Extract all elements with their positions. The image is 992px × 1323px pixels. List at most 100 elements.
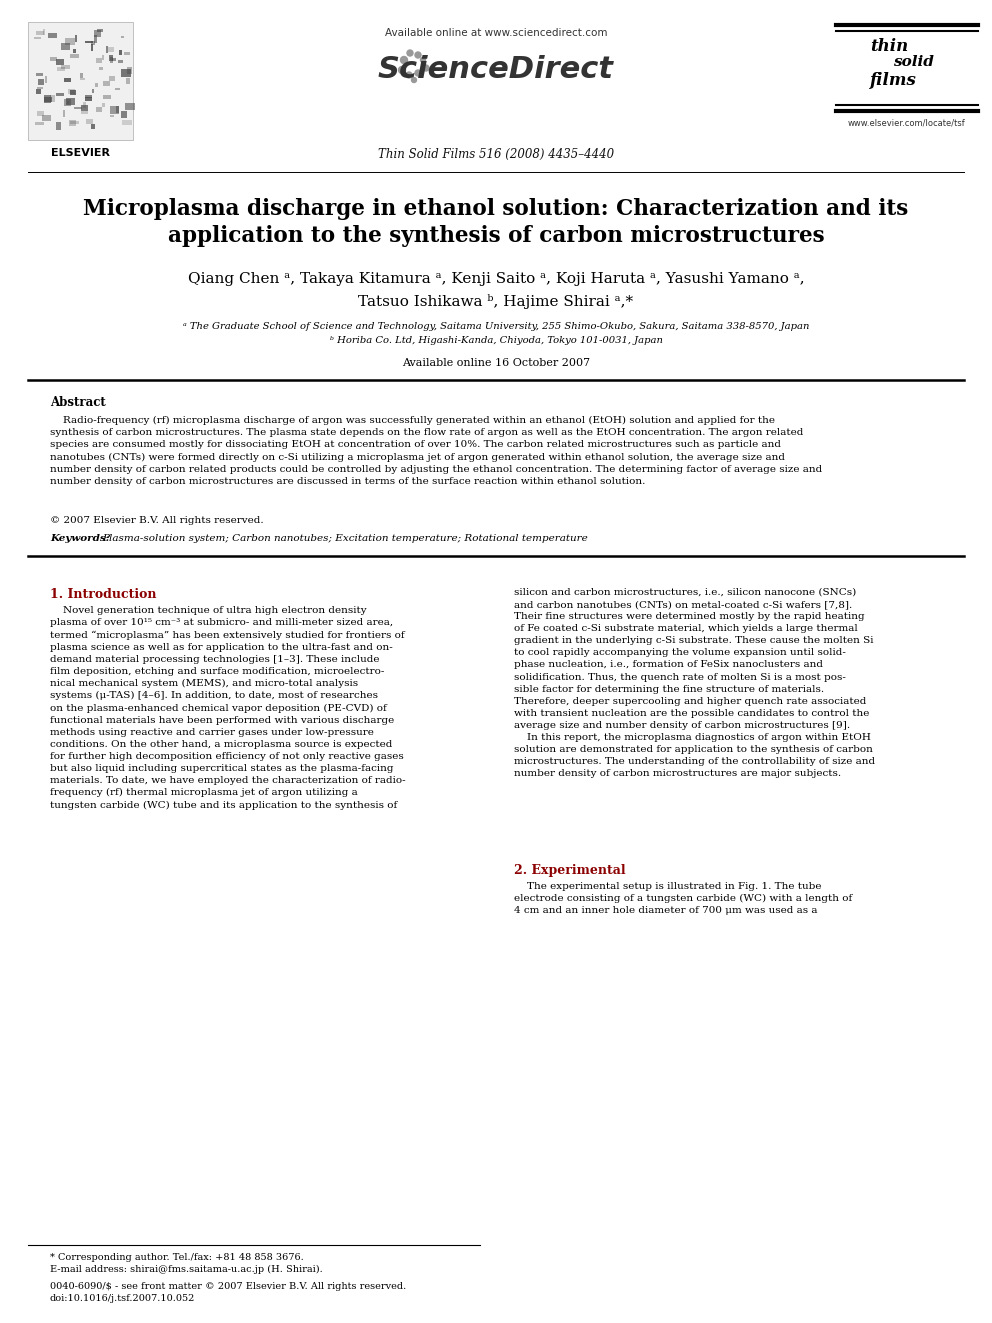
Bar — [82, 102, 86, 108]
Bar — [51, 57, 57, 61]
Circle shape — [415, 70, 421, 75]
Bar — [110, 106, 119, 114]
Bar — [94, 36, 97, 42]
Text: silicon and carbon microstructures, i.e., silicon nanocone (SNCs)
and carbon nan: silicon and carbon microstructures, i.e.… — [514, 587, 875, 778]
Bar — [69, 90, 75, 95]
Bar — [126, 78, 130, 85]
Bar — [97, 29, 103, 32]
Bar — [124, 52, 130, 56]
Text: 1. Introduction: 1. Introduction — [50, 587, 157, 601]
Circle shape — [415, 52, 421, 58]
Bar — [37, 111, 45, 115]
Bar — [95, 83, 98, 87]
Bar — [67, 89, 75, 94]
Bar — [106, 46, 108, 53]
Text: The experimental setup is illustrated in Fig. 1. The tube
electrode consisting o: The experimental setup is illustrated in… — [514, 882, 852, 916]
Bar — [38, 79, 45, 85]
Bar — [66, 102, 68, 105]
Bar — [73, 107, 82, 110]
Text: solid: solid — [893, 56, 933, 69]
Bar — [65, 38, 74, 45]
Bar — [35, 122, 44, 126]
Bar — [121, 111, 127, 118]
Text: Radio-frequency (rf) microplasma discharge of argon was successfully generated w: Radio-frequency (rf) microplasma dischar… — [50, 415, 822, 486]
Text: ᵃ The Graduate School of Science and Technology, Saitama University, 255 Shimo-O: ᵃ The Graduate School of Science and Tec… — [183, 321, 809, 331]
Bar — [63, 110, 65, 116]
Circle shape — [412, 78, 417, 82]
Bar — [95, 107, 102, 112]
Bar — [102, 103, 105, 107]
Bar — [36, 30, 45, 34]
Bar — [37, 73, 43, 77]
Text: www.elsevier.com/locate/tsf: www.elsevier.com/locate/tsf — [848, 118, 966, 127]
Bar — [66, 98, 75, 106]
Bar — [112, 58, 116, 61]
Bar — [79, 73, 83, 78]
Bar — [61, 42, 70, 50]
Bar — [80, 111, 88, 114]
Text: Tatsuo Ishikawa ᵇ, Hajime Shirai ᵃ,*: Tatsuo Ishikawa ᵇ, Hajime Shirai ᵃ,* — [358, 294, 634, 310]
Text: ᵇ Horiba Co. Ltd, Higashi-Kanda, Chiyoda, Tokyo 101-0031, Japan: ᵇ Horiba Co. Ltd, Higashi-Kanda, Chiyoda… — [329, 336, 663, 345]
Text: Thin Solid Films 516 (2008) 4435–4440: Thin Solid Films 516 (2008) 4435–4440 — [378, 148, 614, 161]
Bar — [63, 98, 71, 106]
Text: © 2007 Elsevier B.V. All rights reserved.: © 2007 Elsevier B.V. All rights reserved… — [50, 516, 264, 525]
Bar — [117, 60, 123, 62]
Bar — [45, 75, 47, 83]
Bar — [85, 95, 92, 98]
Bar — [110, 115, 114, 118]
Bar — [121, 36, 124, 38]
Bar — [91, 89, 94, 94]
Bar — [63, 78, 71, 82]
Text: ELSEVIER: ELSEVIER — [51, 148, 109, 157]
Bar — [99, 67, 102, 70]
Bar — [122, 120, 132, 124]
Bar — [42, 115, 51, 120]
Circle shape — [401, 57, 408, 64]
Text: Abstract: Abstract — [50, 396, 106, 409]
Bar — [85, 97, 92, 101]
Bar — [125, 103, 135, 110]
Bar — [57, 67, 64, 70]
Text: ScienceDirect: ScienceDirect — [378, 56, 614, 83]
Bar — [119, 50, 122, 56]
Bar — [110, 57, 112, 64]
Text: Keywords:: Keywords: — [50, 534, 113, 542]
Bar — [68, 120, 76, 126]
Bar — [56, 60, 63, 65]
Bar — [86, 119, 93, 124]
Circle shape — [399, 66, 406, 74]
Bar — [74, 34, 77, 42]
Bar — [57, 122, 62, 130]
Bar — [101, 54, 104, 61]
Text: * Corresponding author. Tel./fax: +81 48 858 3676.: * Corresponding author. Tel./fax: +81 48… — [50, 1253, 304, 1262]
Bar — [43, 29, 46, 34]
Text: Qiang Chen ᵃ, Takaya Kitamura ᵃ, Kenji Saito ᵃ, Koji Haruta ᵃ, Yasushi Yamano ᵃ,: Qiang Chen ᵃ, Takaya Kitamura ᵃ, Kenji S… — [187, 273, 805, 286]
Bar — [91, 124, 94, 130]
Bar — [121, 69, 131, 77]
Bar — [103, 81, 110, 86]
Bar — [45, 95, 52, 103]
Text: Microplasma discharge in ethanol solution: Characterization and its: Microplasma discharge in ethanol solutio… — [83, 198, 909, 220]
Bar — [94, 29, 101, 37]
Text: 0040-6090/$ - see front matter © 2007 Elsevier B.V. All rights reserved.: 0040-6090/$ - see front matter © 2007 El… — [50, 1282, 407, 1291]
Bar — [109, 54, 113, 61]
Bar — [108, 77, 115, 81]
Bar — [107, 46, 114, 52]
Bar — [50, 95, 55, 102]
Bar — [96, 57, 102, 62]
Bar — [127, 67, 132, 74]
Text: Available online at www.sciencedirect.com: Available online at www.sciencedirect.co… — [385, 28, 607, 38]
Circle shape — [407, 50, 413, 56]
Text: Available online 16 October 2007: Available online 16 October 2007 — [402, 359, 590, 368]
Circle shape — [423, 65, 429, 71]
Bar — [37, 87, 43, 89]
Bar — [84, 41, 93, 44]
Bar — [61, 65, 69, 69]
Text: Plasma-solution system; Carbon nanotubes; Excitation temperature; Rotational tem: Plasma-solution system; Carbon nanotubes… — [102, 534, 587, 542]
Circle shape — [406, 71, 412, 78]
Bar — [116, 106, 119, 112]
Bar — [115, 89, 120, 90]
Bar — [91, 41, 95, 45]
Text: 2. Experimental: 2. Experimental — [514, 864, 626, 877]
Bar — [28, 22, 133, 140]
